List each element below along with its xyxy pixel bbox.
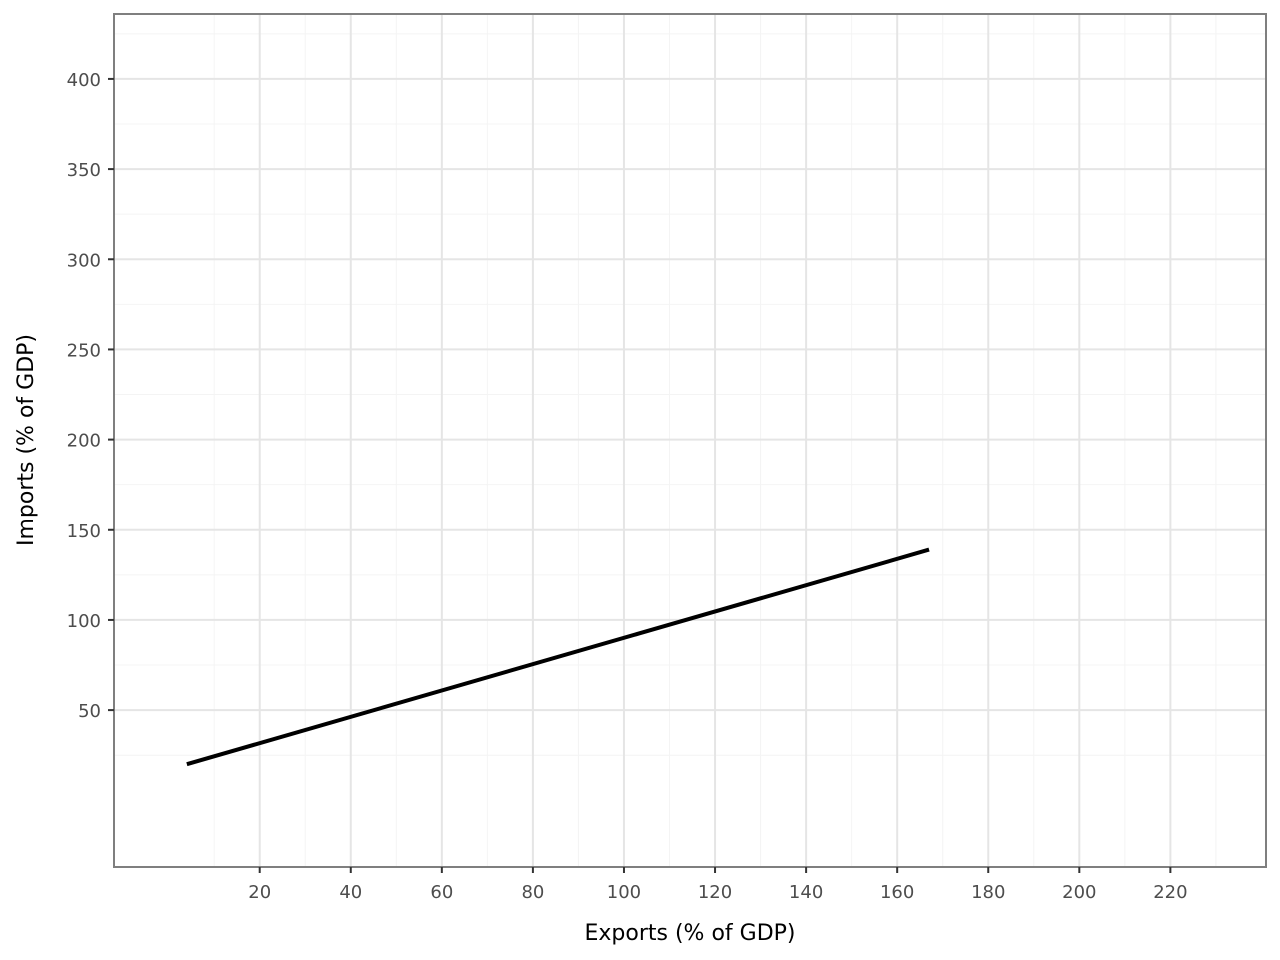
x-tick-label: 20 bbox=[248, 882, 271, 903]
y-tick-label: 400 bbox=[67, 70, 101, 91]
x-axis-title: Exports (% of GDP) bbox=[585, 921, 796, 946]
x-tick-label: 120 bbox=[698, 882, 732, 903]
x-tick-label: 160 bbox=[880, 882, 914, 903]
grid-layer bbox=[114, 14, 1266, 867]
y-tick-label: 300 bbox=[67, 250, 101, 271]
y-tick-label: 150 bbox=[67, 521, 101, 542]
x-tick-label: 220 bbox=[1153, 882, 1187, 903]
y-tick-label: 50 bbox=[78, 701, 101, 722]
x-tick-label: 40 bbox=[339, 882, 362, 903]
x-tick-label: 100 bbox=[607, 882, 641, 903]
ticks-layer: 20 40 60 80 100 120 140 160 180 200 220 50 100 150 200… bbox=[67, 70, 1188, 903]
y-axis-title: Imports (% of GDP) bbox=[14, 334, 39, 546]
series-layer bbox=[186, 547, 930, 767]
x-tick-label: 140 bbox=[789, 882, 823, 903]
x-tick-label: 80 bbox=[521, 882, 544, 903]
x-tick-label: 60 bbox=[430, 882, 453, 903]
x-tick-label: 180 bbox=[971, 882, 1005, 903]
series-line bbox=[186, 547, 930, 767]
y-tick-label: 200 bbox=[67, 431, 101, 452]
y-tick-label: 350 bbox=[67, 160, 101, 181]
y-tick-label: 250 bbox=[67, 340, 101, 361]
x-tick-label: 200 bbox=[1062, 882, 1096, 903]
y-tick-label: 100 bbox=[67, 611, 101, 632]
